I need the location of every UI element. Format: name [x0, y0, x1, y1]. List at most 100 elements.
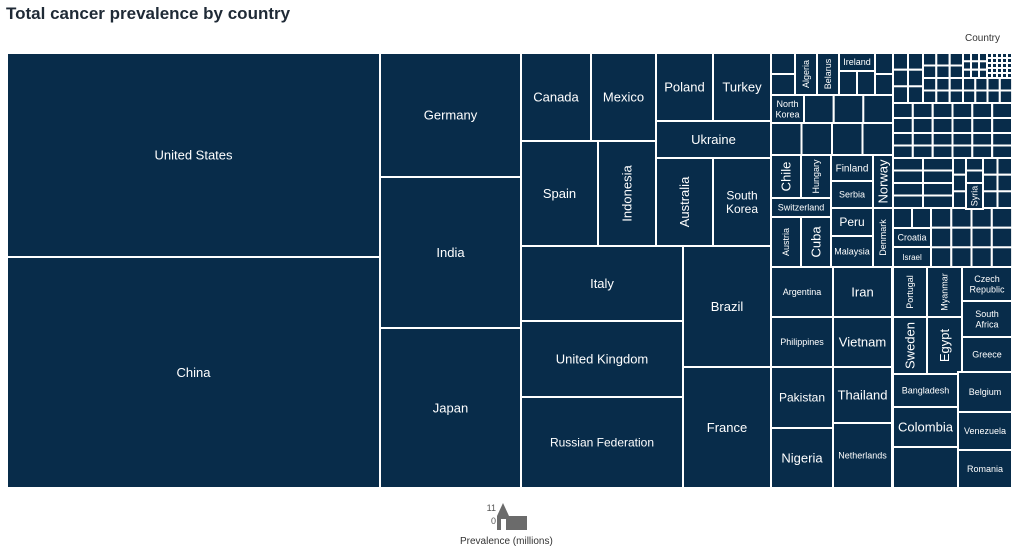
small-country-tile[interactable] [892, 169, 924, 184]
small-country-tile[interactable] [931, 144, 954, 159]
small-country-tile[interactable] [948, 52, 965, 67]
small-country-tile[interactable] [832, 94, 865, 124]
tile-belarus[interactable] [816, 52, 840, 96]
tile-bangladesh[interactable] [892, 373, 959, 408]
tile-spain[interactable] [520, 140, 599, 247]
small-country-tile[interactable] [892, 132, 914, 147]
small-country-tile[interactable] [970, 68, 980, 79]
small-country-tile[interactable] [935, 89, 951, 104]
small-country-tile[interactable] [970, 60, 980, 71]
small-country-tile[interactable] [892, 85, 909, 105]
tile-syria[interactable] [965, 182, 984, 210]
small-country-tile[interactable] [907, 68, 924, 88]
tile-germany[interactable] [379, 52, 522, 178]
small-country-tile[interactable] [911, 102, 934, 119]
small-country-tile[interactable] [922, 182, 954, 197]
tile-venezuela[interactable] [957, 411, 1013, 451]
small-country-tile[interactable] [930, 246, 953, 269]
small-country-tile[interactable] [892, 102, 914, 119]
tile-japan[interactable] [379, 327, 522, 489]
small-country-tile[interactable] [831, 122, 864, 156]
small-country-tile[interactable] [770, 52, 796, 75]
small-country-tile[interactable] [991, 117, 1014, 134]
tile-romania[interactable] [957, 449, 1013, 489]
small-country-tile[interactable] [998, 77, 1014, 92]
small-country-tile[interactable] [965, 157, 984, 172]
small-country-tile[interactable] [952, 157, 967, 176]
tile-mexico[interactable] [590, 52, 657, 142]
small-country-tile[interactable] [971, 117, 994, 134]
small-country-tile[interactable] [935, 64, 951, 79]
tile-turkey[interactable] [712, 52, 772, 122]
small-country-tile[interactable] [951, 102, 974, 119]
tile-brazil[interactable] [682, 245, 772, 368]
small-country-tile[interactable] [892, 446, 959, 489]
small-country-tile[interactable] [996, 173, 1013, 193]
small-country-tile[interactable] [986, 77, 1001, 92]
small-country-tile[interactable] [970, 52, 980, 63]
small-country-tile[interactable] [922, 194, 954, 209]
tile-ukraine[interactable] [655, 120, 772, 159]
tile-austria[interactable] [770, 216, 802, 268]
small-country-tile[interactable] [892, 182, 924, 197]
tile-greece[interactable] [961, 336, 1013, 373]
small-country-tile[interactable] [930, 207, 953, 229]
small-country-tile[interactable] [892, 117, 914, 134]
tile-myanmar[interactable] [926, 266, 963, 318]
small-country-tile[interactable] [996, 157, 1013, 176]
small-country-tile[interactable] [982, 190, 999, 210]
small-country-tile[interactable] [931, 117, 954, 134]
tile-sweden[interactable] [892, 316, 928, 375]
small-country-tile[interactable] [990, 207, 1014, 229]
small-country-tile[interactable] [971, 132, 994, 147]
small-country-tile[interactable] [911, 132, 934, 147]
small-country-tile[interactable] [962, 60, 972, 71]
tile-united-states[interactable] [6, 52, 381, 258]
small-country-tile[interactable] [892, 68, 909, 88]
small-country-tile[interactable] [930, 226, 953, 249]
small-country-tile[interactable] [770, 122, 803, 156]
tile-belgium[interactable] [957, 371, 1013, 413]
small-country-tile[interactable] [974, 89, 989, 104]
tile-north-korea[interactable] [770, 94, 805, 124]
small-country-tile[interactable] [931, 132, 954, 147]
small-country-tile[interactable] [986, 89, 1001, 104]
small-country-tile[interactable] [770, 73, 796, 96]
small-country-tile[interactable] [971, 102, 994, 119]
small-country-tile[interactable] [948, 89, 965, 104]
tile-russian-federation[interactable] [520, 396, 684, 489]
small-country-tile[interactable] [970, 207, 993, 229]
small-country-tile[interactable] [892, 194, 924, 209]
small-country-tile[interactable] [962, 89, 977, 104]
small-country-tile[interactable] [892, 157, 924, 172]
tile-china[interactable] [6, 256, 381, 489]
small-country-tile[interactable] [974, 77, 989, 92]
small-country-tile[interactable] [800, 122, 833, 156]
small-country-tile[interactable] [970, 226, 993, 249]
small-country-tile[interactable] [950, 226, 973, 249]
small-country-tile[interactable] [948, 64, 965, 79]
small-country-tile[interactable] [952, 190, 967, 210]
small-country-tile[interactable] [892, 144, 914, 159]
small-country-tile[interactable] [803, 94, 835, 124]
small-country-tile[interactable] [990, 246, 1014, 269]
small-country-tile[interactable] [991, 102, 1014, 119]
small-country-tile[interactable] [965, 169, 984, 184]
small-country-tile[interactable] [922, 169, 954, 184]
tile-united-kingdom[interactable] [520, 320, 684, 398]
small-country-tile[interactable] [922, 64, 938, 79]
small-country-tile[interactable] [982, 157, 999, 176]
small-country-tile[interactable] [922, 89, 938, 104]
small-country-tile[interactable] [998, 89, 1014, 104]
tile-ireland[interactable] [838, 52, 876, 72]
small-country-tile[interactable] [951, 132, 974, 147]
small-country-tile[interactable] [892, 207, 913, 229]
small-country-tile[interactable] [931, 102, 954, 119]
tile-france[interactable] [682, 366, 772, 489]
small-country-tile[interactable] [948, 77, 965, 92]
small-country-tile[interactable] [922, 52, 938, 67]
small-country-tile[interactable] [971, 144, 994, 159]
small-country-tile[interactable] [952, 173, 967, 193]
small-country-tile[interactable] [935, 77, 951, 92]
tile-australia[interactable] [655, 157, 714, 247]
